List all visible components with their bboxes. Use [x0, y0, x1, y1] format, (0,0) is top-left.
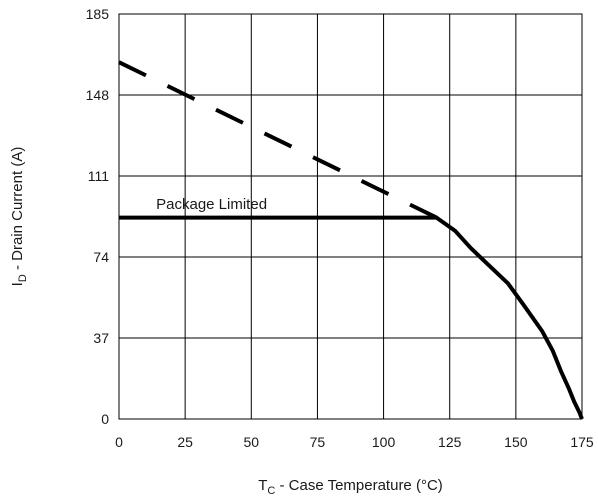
x-tick-label: 150 — [504, 434, 528, 450]
annotations: Package Limited — [156, 196, 267, 213]
y-tick-label: 37 — [93, 330, 109, 346]
tick-labels: 0 25 50 75 100 125 150 175 0 37 74 111 148 185 — [86, 6, 594, 450]
y-tick-label: 111 — [88, 168, 109, 184]
dashed-series-line — [118, 60, 438, 220]
solid-series-line — [119, 215, 584, 420]
y-tick-label: 0 — [101, 411, 109, 427]
x-tick-label: 175 — [570, 434, 594, 450]
x-tick-label: 100 — [372, 434, 396, 450]
y-tick-label: 74 — [93, 249, 109, 265]
x-tick-label: 125 — [438, 434, 462, 450]
x-tick-label: 0 — [115, 434, 123, 450]
annotation-label: Package Limited — [156, 196, 267, 213]
y-tick-label: 148 — [86, 87, 110, 103]
x-tick-label: 25 — [177, 434, 193, 450]
series-layer — [118, 60, 584, 420]
x-tick-label: 50 — [243, 434, 259, 450]
plot-frame — [118, 13, 583, 420]
x-tick-label: 75 — [310, 434, 326, 450]
y-tick-label: 185 — [86, 6, 110, 22]
y-axis-label: ID - Drain Current (A) — [9, 147, 29, 287]
x-axis-label: TC - Case Temperature (°C) — [258, 477, 443, 497]
